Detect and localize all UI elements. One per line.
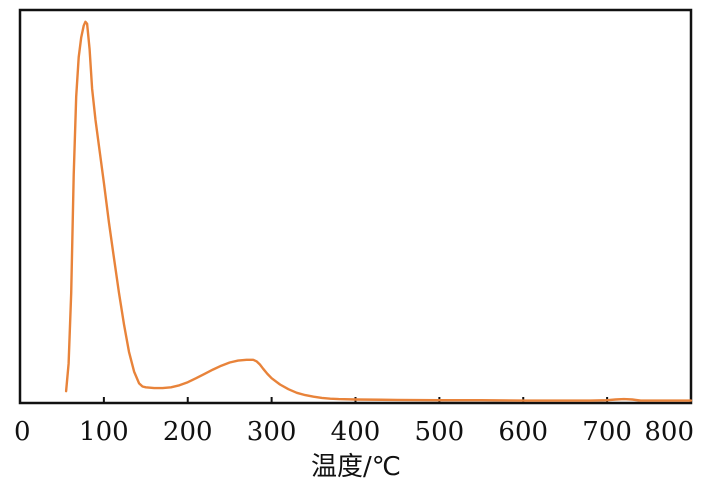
x-tick-label-400: 400 <box>331 417 381 447</box>
x-tick-label-200: 200 <box>163 417 213 447</box>
x-tick-label-700: 700 <box>582 417 632 447</box>
plot-frame <box>18 8 693 405</box>
x-axis-title: 温度/℃ <box>311 452 401 482</box>
x-tick-label-0: 0 <box>14 417 31 447</box>
x-tick-label-100: 100 <box>79 417 129 447</box>
x-tick-label-600: 600 <box>498 417 548 447</box>
x-tick-label-800: 800 <box>644 417 694 447</box>
x-tick-label-300: 300 <box>247 417 297 447</box>
x-tick-label-500: 500 <box>415 417 465 447</box>
series-line <box>64 20 693 402</box>
x-axis-tick-labels: 0 100 200 300 400 500 600 700 800 <box>14 417 694 447</box>
